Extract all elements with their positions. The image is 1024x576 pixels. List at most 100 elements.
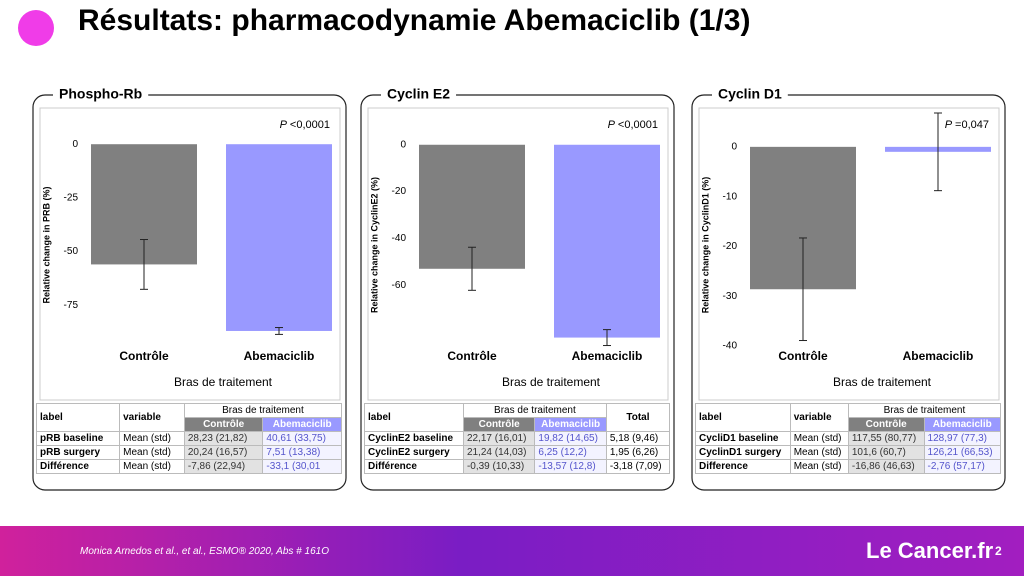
logo: Le Cancer.fr bbox=[866, 538, 994, 563]
header-cell: variable bbox=[119, 403, 185, 432]
panel-title: Phospho-Rb bbox=[59, 86, 142, 102]
p-annotation: P <0,0001 bbox=[280, 119, 330, 131]
table-cell: 20,24 (16,57) bbox=[183, 445, 264, 460]
p-label: P bbox=[608, 119, 616, 131]
header-row: label variable Bras de traitement bbox=[35, 403, 343, 432]
y-tick-label: -30 bbox=[723, 291, 738, 302]
x-axis-label: Bras de traitement bbox=[174, 375, 273, 389]
table-cell: Différence bbox=[364, 459, 464, 474]
subheader-cell: Contrôle bbox=[847, 417, 925, 432]
subheader-row: Contrôle Abemaciclib bbox=[696, 417, 1002, 432]
bar bbox=[226, 144, 332, 331]
group-header: Bras de traitement bbox=[847, 403, 1002, 418]
table-cell: CyclinD1 surgery bbox=[695, 445, 791, 460]
header-cell: label bbox=[695, 403, 791, 432]
table-cell: pRB surgery bbox=[35, 445, 121, 460]
subheader-cell: Contrôle bbox=[183, 417, 264, 432]
error-bar bbox=[799, 237, 807, 342]
x-tick-label: Contrôle bbox=[447, 349, 497, 363]
table-cell: Mean (std) bbox=[119, 459, 185, 474]
table-cell: 21,24 (14,03) bbox=[462, 445, 536, 460]
table-cell: 126,21 (66,53) bbox=[923, 445, 1002, 460]
table-cell: -0,39 (10,33) bbox=[462, 459, 536, 474]
header-cell: Total bbox=[605, 403, 671, 432]
x-tick-label: Abemaciclib bbox=[903, 349, 974, 363]
data-row: pRB baseline Mean (std) 28,23 (21,82) 40,61… bbox=[35, 431, 342, 446]
p-text: <0,0001 bbox=[618, 119, 658, 131]
table-cell: -3,18 (7,09) bbox=[605, 459, 671, 474]
y-tick-label: 0 bbox=[731, 141, 737, 152]
panel-title: Cyclin E2 bbox=[387, 86, 450, 102]
table-cell: Mean (std) bbox=[789, 459, 849, 474]
data-row: Différence -0,39 (10,33) -13,57 (12,8) -3,1… bbox=[364, 459, 671, 474]
table-cell: CycliD1 baseline bbox=[695, 431, 791, 446]
y-tick-label: -20 bbox=[723, 241, 738, 252]
table-cell: Difference bbox=[695, 459, 791, 474]
title-bg bbox=[712, 86, 788, 104]
title-bg bbox=[381, 86, 457, 104]
x-tick-label: Contrôle bbox=[778, 349, 828, 363]
x-axis-label: Bras de traitement bbox=[502, 375, 601, 389]
y-tick-label: 0 bbox=[400, 139, 406, 150]
charts: Phospho-Rb 0 -25 -50 -75 Relative change in P… bbox=[32, 86, 1006, 491]
table-cell: -13,57 (12,8) bbox=[534, 459, 607, 474]
table-cell: CyclinE2 baseline bbox=[364, 431, 464, 446]
data-row: pRB surgery Mean (std) 20,24 (16,57) 7,51 (… bbox=[35, 445, 342, 460]
subheader-cell: Abemaciclib bbox=[262, 417, 342, 432]
title-bg bbox=[53, 86, 149, 104]
table-cell: Mean (std) bbox=[119, 431, 185, 446]
table-cell: -2,76 (57,17) bbox=[923, 459, 1002, 474]
y-tick-label: -40 bbox=[723, 341, 738, 352]
header-cell: label bbox=[364, 403, 464, 432]
table-cell: pRB baseline bbox=[35, 431, 121, 446]
page-number: 2 bbox=[995, 544, 1002, 558]
table-cell: Mean (std) bbox=[119, 445, 185, 460]
data-row: CyclinE2 baseline 22,17 (16,01) 19,82 (14,… bbox=[364, 431, 671, 446]
table-cell: -33,1 (30,01 bbox=[262, 459, 342, 474]
p-label: P bbox=[280, 119, 288, 131]
table-cell: 117,55 (80,77) bbox=[847, 431, 925, 446]
header-row: label variable Bras de traitement bbox=[695, 403, 1002, 432]
table-cell: 7,51 (13,38) bbox=[262, 445, 342, 460]
y-tick-label: -75 bbox=[64, 300, 79, 311]
footer: Monica Arnedos et al., et al., ESMO® 202… bbox=[0, 526, 1024, 576]
error-bar bbox=[275, 327, 283, 335]
p-annotation: P <0,0001 bbox=[608, 119, 658, 131]
table-cell: Mean (std) bbox=[789, 431, 849, 446]
x-tick-label: Contrôle bbox=[119, 349, 169, 363]
y-tick-label: -20 bbox=[392, 186, 407, 197]
x-tick-label: Abemaciclib bbox=[244, 349, 315, 363]
subheader-row: Contrôle Abemaciclib bbox=[37, 417, 342, 432]
data-row: Difference Mean (std) -16,86 (46,63) -2,76 … bbox=[695, 459, 1002, 474]
x-tick-label: Abemaciclib bbox=[572, 349, 643, 363]
p-text: <0,0001 bbox=[290, 119, 330, 131]
y-tick-label: 0 bbox=[72, 139, 78, 150]
panel-title: Cyclin D1 bbox=[718, 86, 782, 102]
panel bbox=[32, 94, 347, 491]
y-axis-label: Relative change in PRB (%) bbox=[41, 186, 51, 303]
y-axis-label: Relative change in CyclinE2 (%) bbox=[369, 177, 379, 313]
reference: Monica Arnedos et al., et al., ESMO® 202… bbox=[80, 546, 329, 557]
y-tick-label: -10 bbox=[723, 191, 738, 202]
error-bar bbox=[603, 329, 611, 347]
bar bbox=[554, 144, 660, 338]
table-cell: Mean (std) bbox=[789, 445, 849, 460]
data-table: label Bras de traitement Total Contrôle Abem… bbox=[364, 403, 671, 474]
p-annotation: P =0,047 bbox=[945, 119, 989, 131]
error-bar bbox=[468, 246, 476, 291]
group-header: Bras de traitement bbox=[183, 403, 343, 418]
header-row: label Bras de traitement Total bbox=[364, 403, 671, 432]
y-tick-label: -50 bbox=[64, 246, 79, 257]
slide-title: Résultats: pharmacodynamie Abemaciclib (… bbox=[78, 4, 751, 37]
table-cell: 6,25 (12,2) bbox=[534, 445, 607, 460]
table-cell: Différence bbox=[35, 459, 121, 474]
group-header: Bras de traitement bbox=[462, 403, 607, 418]
bullet-dot bbox=[18, 10, 54, 46]
table-cell: CyclinE2 surgery bbox=[364, 445, 464, 460]
table-cell: -7,86 (22,94) bbox=[183, 459, 264, 474]
error-bar bbox=[934, 112, 942, 192]
table-cell: 40,61 (33,75) bbox=[262, 431, 342, 446]
p-label: P bbox=[945, 119, 953, 131]
subheader-cell: Abemaciclib bbox=[923, 417, 1002, 432]
